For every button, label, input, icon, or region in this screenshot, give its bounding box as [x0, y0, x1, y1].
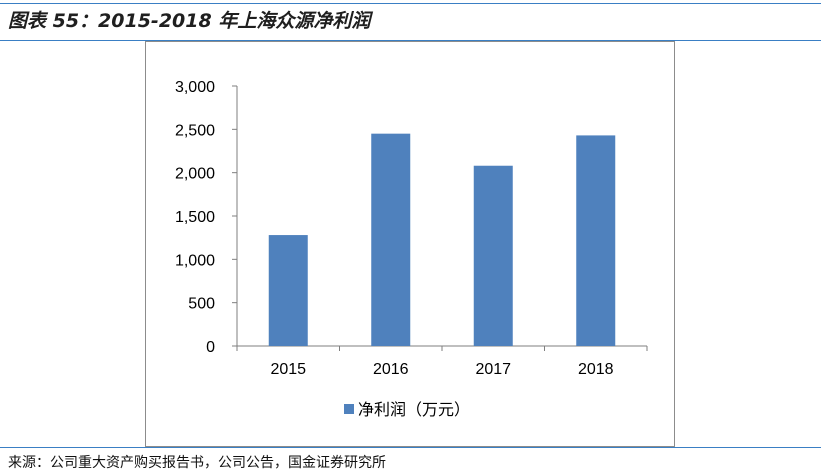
- bar: [371, 133, 411, 346]
- top-rule: [0, 3, 821, 4]
- y-tick-label: 2,000: [175, 166, 215, 183]
- bar: [576, 135, 616, 346]
- bottom-rule: [0, 447, 821, 448]
- x-tick-label: 2015: [270, 361, 306, 378]
- legend-swatch: [344, 404, 354, 414]
- x-tick-label: 2016: [373, 361, 409, 378]
- legend-label: 净利润（万元）: [358, 400, 470, 419]
- figure-header: 图表 55：2015-2018 年上海众源净利润: [0, 0, 821, 40]
- y-tick-label: 1,000: [175, 252, 215, 269]
- bar: [473, 165, 513, 346]
- y-tick-label: 500: [188, 296, 215, 313]
- y-tick-label: 1,500: [175, 209, 215, 226]
- y-tick-label: 3,000: [175, 79, 215, 96]
- y-tick-label: 2,500: [175, 122, 215, 139]
- source-note: 来源：公司重大资产购买报告书，公司公告，国金证券研究所: [8, 455, 386, 471]
- x-tick-label: 2018: [578, 361, 614, 378]
- caption-rule: [0, 40, 821, 41]
- figure-caption: 图表 55：2015-2018 年上海众源净利润: [8, 10, 371, 32]
- bar: [268, 235, 308, 346]
- y-tick-label: 0: [206, 339, 215, 356]
- x-tick-label: 2017: [475, 361, 511, 378]
